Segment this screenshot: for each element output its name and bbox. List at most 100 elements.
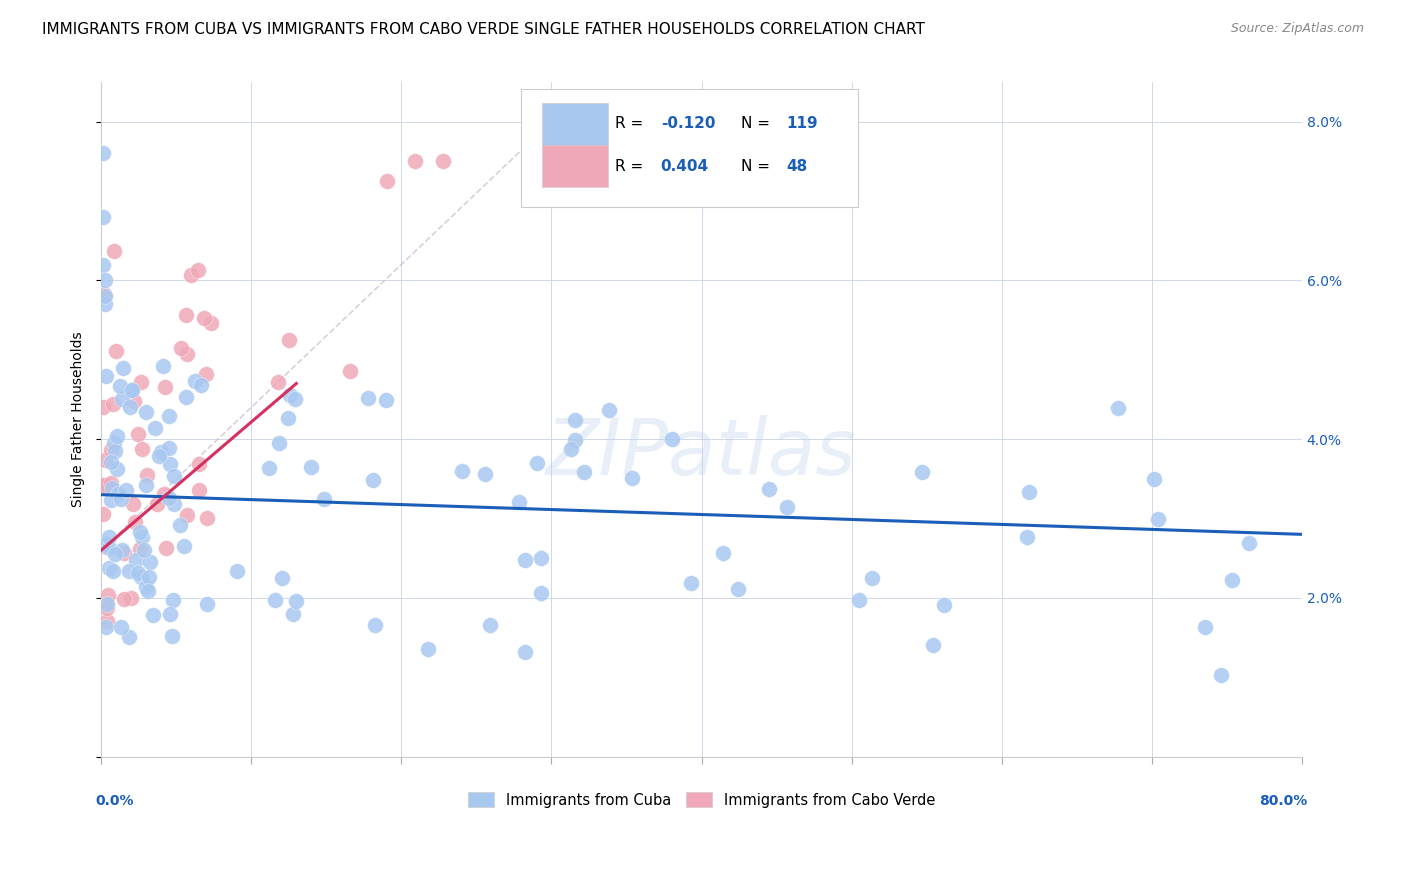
Text: IMMIGRANTS FROM CUBA VS IMMIGRANTS FROM CABO VERDE SINGLE FATHER HOUSEHOLDS CORR: IMMIGRANTS FROM CUBA VS IMMIGRANTS FROM … [42, 22, 925, 37]
Point [188, 457, 211, 471]
Point [157, 491, 180, 505]
Point [93, 478, 115, 492]
Point [91, 258, 114, 272]
Point [194, 368, 217, 382]
Point [173, 539, 195, 553]
Point [112, 546, 135, 560]
Point [131, 530, 153, 544]
Text: 0.0%: 0.0% [96, 794, 134, 808]
Point [121, 497, 143, 511]
Point [131, 570, 153, 584]
Point [285, 593, 308, 607]
Point [1194, 620, 1216, 634]
Point [107, 487, 129, 501]
Point [270, 570, 292, 584]
Point [91, 401, 114, 415]
Point [374, 392, 396, 407]
Point [115, 483, 138, 497]
Point [105, 429, 128, 443]
Point [1237, 536, 1260, 550]
Point [180, 268, 202, 282]
Point [932, 598, 955, 612]
Point [139, 555, 162, 569]
Point [163, 469, 186, 483]
Text: R =: R = [614, 116, 648, 131]
Point [101, 565, 124, 579]
Point [155, 541, 177, 555]
Text: 119: 119 [787, 116, 818, 131]
Point [132, 543, 155, 558]
Point [148, 450, 170, 464]
Text: -0.120: -0.120 [661, 116, 716, 131]
Point [91, 210, 114, 224]
Point [120, 591, 142, 605]
Point [526, 456, 548, 470]
Point [111, 543, 134, 558]
Point [100, 492, 122, 507]
Point [911, 465, 934, 479]
Point [103, 244, 125, 259]
Point [195, 597, 218, 611]
Point [143, 421, 166, 435]
Point [111, 392, 134, 407]
Point [163, 498, 186, 512]
Point [508, 494, 530, 508]
Point [357, 392, 380, 406]
Point [1107, 401, 1129, 415]
Point [159, 457, 181, 471]
Point [135, 581, 157, 595]
Point [267, 436, 290, 450]
Point [118, 630, 141, 644]
Point [91, 507, 114, 521]
Point [104, 548, 127, 562]
Text: ZIPatlas: ZIPatlas [546, 415, 856, 491]
Point [94, 368, 117, 383]
Point [776, 500, 799, 514]
Point [100, 455, 122, 469]
Point [100, 481, 122, 495]
Point [364, 618, 387, 632]
Point [97, 588, 120, 602]
Point [101, 397, 124, 411]
Point [110, 620, 132, 634]
Point [361, 473, 384, 487]
Point [159, 607, 181, 622]
Point [264, 592, 287, 607]
Point [127, 566, 149, 580]
Point [94, 453, 117, 467]
FancyBboxPatch shape [541, 145, 607, 187]
Point [404, 154, 426, 169]
Point [94, 478, 117, 492]
Point [277, 410, 299, 425]
Text: 48: 48 [787, 159, 808, 174]
Point [922, 638, 945, 652]
Point [122, 393, 145, 408]
Point [103, 435, 125, 450]
Point [96, 620, 118, 634]
Point [848, 592, 870, 607]
Point [681, 576, 703, 591]
Point [474, 467, 496, 482]
Point [152, 359, 174, 374]
Point [661, 433, 683, 447]
Point [160, 629, 183, 643]
Point [94, 297, 117, 311]
Text: N =: N = [741, 116, 775, 131]
Point [118, 565, 141, 579]
Point [157, 409, 180, 423]
Point [100, 476, 122, 491]
Point [278, 333, 301, 347]
Point [190, 377, 212, 392]
Point [169, 517, 191, 532]
Point [183, 374, 205, 388]
Point [860, 571, 883, 585]
Point [94, 289, 117, 303]
FancyBboxPatch shape [522, 88, 858, 207]
Point [111, 361, 134, 376]
Point [1015, 530, 1038, 544]
Point [174, 308, 197, 322]
Point [118, 400, 141, 414]
Text: N =: N = [741, 159, 775, 174]
Point [529, 585, 551, 599]
Point [112, 592, 135, 607]
